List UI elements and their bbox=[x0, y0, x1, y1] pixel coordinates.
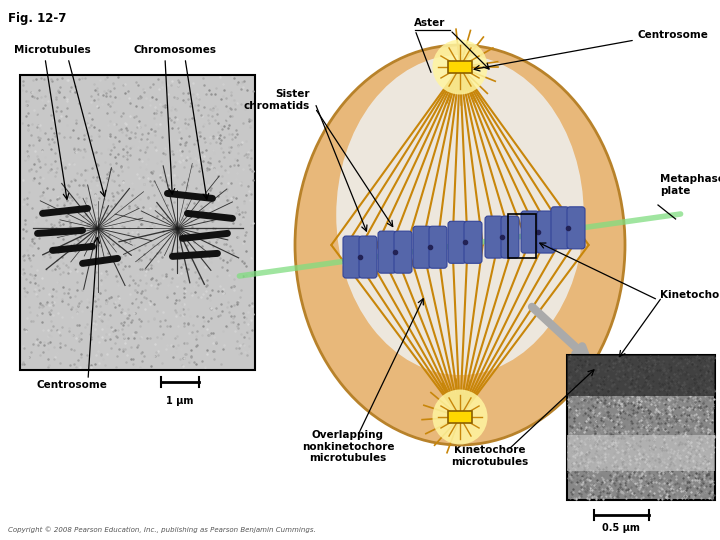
Text: Sister
chromatids: Sister chromatids bbox=[244, 89, 310, 111]
Text: Metaphase
plate: Metaphase plate bbox=[660, 174, 720, 196]
FancyBboxPatch shape bbox=[394, 231, 412, 273]
Text: Fig. 12-7: Fig. 12-7 bbox=[8, 12, 66, 25]
Text: Aster: Aster bbox=[414, 18, 446, 28]
FancyBboxPatch shape bbox=[521, 211, 539, 253]
Ellipse shape bbox=[433, 39, 487, 94]
FancyBboxPatch shape bbox=[429, 226, 447, 268]
Text: 0.5 μm: 0.5 μm bbox=[602, 523, 639, 533]
Ellipse shape bbox=[336, 55, 584, 375]
Ellipse shape bbox=[433, 389, 487, 444]
FancyBboxPatch shape bbox=[343, 236, 361, 278]
Text: Chromosomes: Chromosomes bbox=[133, 45, 217, 55]
Text: Kinetochore
microtubules: Kinetochore microtubules bbox=[451, 445, 528, 467]
Bar bbox=[567, 355, 715, 500]
FancyBboxPatch shape bbox=[448, 411, 472, 423]
FancyBboxPatch shape bbox=[464, 221, 482, 264]
FancyBboxPatch shape bbox=[501, 216, 519, 258]
Text: Centrosome: Centrosome bbox=[37, 380, 107, 390]
Ellipse shape bbox=[295, 45, 625, 445]
Bar bbox=[20, 75, 255, 370]
Bar bbox=[567, 435, 715, 471]
Text: Copyright © 2008 Pearson Education, Inc., publishing as Pearson Benjamin Cumming: Copyright © 2008 Pearson Education, Inc.… bbox=[8, 526, 316, 533]
FancyBboxPatch shape bbox=[551, 207, 569, 249]
FancyBboxPatch shape bbox=[567, 207, 585, 249]
FancyBboxPatch shape bbox=[359, 236, 377, 278]
FancyBboxPatch shape bbox=[448, 221, 466, 264]
Text: Overlapping
nonkinetochore
microtubules: Overlapping nonkinetochore microtubules bbox=[302, 430, 395, 463]
Text: 1 μm: 1 μm bbox=[166, 396, 194, 406]
FancyBboxPatch shape bbox=[378, 231, 396, 273]
FancyBboxPatch shape bbox=[448, 61, 472, 73]
Bar bbox=[567, 355, 715, 396]
Text: Centrosome: Centrosome bbox=[638, 30, 709, 40]
FancyBboxPatch shape bbox=[485, 216, 503, 258]
Text: Kinetochores: Kinetochores bbox=[660, 290, 720, 300]
Bar bbox=[508, 214, 536, 258]
FancyBboxPatch shape bbox=[413, 226, 431, 268]
FancyBboxPatch shape bbox=[537, 211, 555, 253]
Text: Microtubules: Microtubules bbox=[14, 45, 91, 55]
